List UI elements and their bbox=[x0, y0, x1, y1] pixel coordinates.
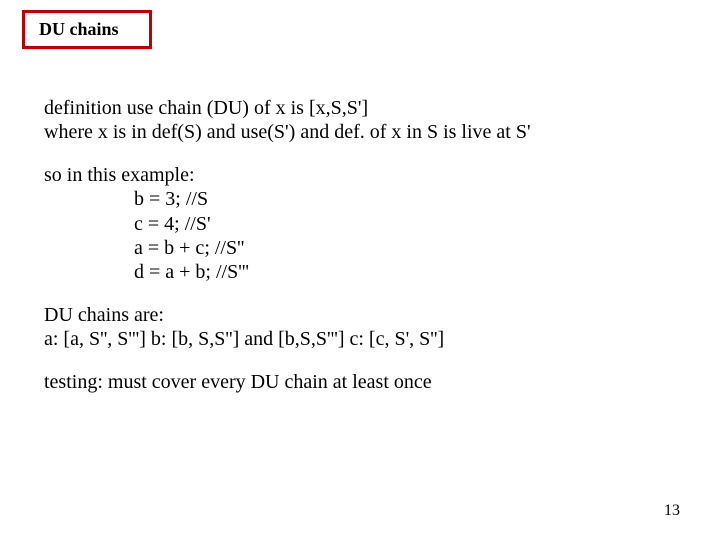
definition-line-2: where x is in def(S) and use(S') and def… bbox=[44, 121, 531, 143]
testing-line: testing: must cover every DU chain at le… bbox=[44, 370, 680, 394]
code-line-4: d = a + b; //S''' bbox=[134, 260, 680, 284]
code-line-2: c = 4; //S' bbox=[134, 212, 680, 236]
definition-block: definition use chain (DU) of x is [x,S,S… bbox=[44, 96, 680, 145]
title-box: DU chains bbox=[22, 10, 152, 49]
slide-title: DU chains bbox=[39, 19, 119, 39]
chains-header: DU chains are: bbox=[44, 303, 680, 327]
definition-line-1: definition use chain (DU) of x is [x,S,S… bbox=[44, 97, 368, 119]
chains-line: a: [a, S'', S'''] b: [b, S,S''] and [b,S… bbox=[44, 327, 680, 351]
example-intro: so in this example: bbox=[44, 163, 680, 187]
page-number: 13 bbox=[664, 502, 680, 520]
code-block: b = 3; //S c = 4; //S' a = b + c; //S'' … bbox=[134, 187, 680, 285]
code-line-1: b = 3; //S bbox=[134, 187, 680, 211]
code-line-3: a = b + c; //S'' bbox=[134, 236, 680, 260]
content-area: definition use chain (DU) of x is [x,S,S… bbox=[44, 96, 680, 412]
